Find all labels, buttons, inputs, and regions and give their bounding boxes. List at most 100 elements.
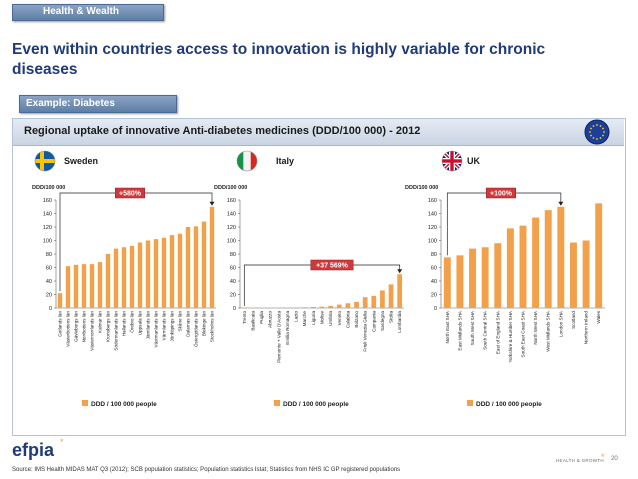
x-tick-label: East Midlands SHA bbox=[457, 310, 462, 351]
efpia-logo-text: efpia bbox=[12, 440, 55, 460]
x-tick-label: South Central SHA bbox=[483, 310, 488, 350]
x-tick-label: Skåne län bbox=[177, 311, 183, 332]
bar bbox=[595, 203, 603, 308]
annotation-arrowhead bbox=[209, 201, 215, 206]
annotation-bracket bbox=[243, 264, 401, 306]
x-tick-label: Piemonte + Valle D'Aosta bbox=[276, 311, 281, 363]
bar bbox=[319, 306, 325, 308]
x-tick-label: Sicilia bbox=[389, 311, 394, 323]
y-tick-label: 80 bbox=[230, 252, 236, 258]
x-tick-label: Trento bbox=[242, 311, 247, 325]
y-tick-label: 120 bbox=[43, 225, 52, 231]
x-tick-label: Puglia bbox=[259, 311, 264, 324]
bar bbox=[481, 247, 489, 308]
x-tick-label: North West SHA bbox=[533, 310, 538, 345]
x-tick-label: Umbria bbox=[328, 311, 333, 326]
x-tick-label: Bolzano bbox=[354, 311, 359, 328]
annotation-label: +580% bbox=[119, 191, 142, 198]
country-label-uk: UK bbox=[467, 156, 480, 166]
bar bbox=[65, 266, 71, 308]
bar bbox=[371, 295, 377, 308]
bar bbox=[137, 242, 143, 308]
legend-label: DDD / 100 000 people bbox=[91, 401, 157, 408]
x-tick-label: West Midlands SHA bbox=[546, 310, 551, 352]
x-tick-label: Uppsala län bbox=[138, 311, 143, 336]
panel-header bbox=[13, 119, 624, 146]
x-tick-label: Scotland bbox=[571, 311, 576, 329]
x-tick-label: Gotlands län bbox=[58, 311, 63, 337]
bar bbox=[328, 305, 334, 308]
bar bbox=[161, 237, 167, 308]
bar bbox=[582, 240, 590, 308]
x-tick-label: Marche bbox=[302, 311, 307, 327]
annotation-arrowhead bbox=[397, 269, 403, 274]
x-tick-label: Södermanlands län bbox=[114, 311, 119, 351]
y-axis-label: DDD/100 000 bbox=[214, 185, 247, 191]
x-tick-label: Lombardia bbox=[397, 311, 402, 333]
bar bbox=[569, 242, 577, 308]
x-tick-label: Basilicata bbox=[250, 311, 255, 331]
bar bbox=[456, 255, 464, 308]
annotation-label: +100% bbox=[490, 191, 513, 198]
section-tag-label: Health & Wealth bbox=[43, 6, 119, 17]
x-tick-label: Wales bbox=[596, 310, 601, 323]
bar bbox=[362, 297, 368, 308]
bar bbox=[532, 217, 540, 308]
bar bbox=[397, 274, 403, 308]
bar bbox=[121, 247, 127, 308]
x-tick-label: Molise bbox=[320, 311, 325, 325]
chart-italy: DDD/100 000 0 20 40 60 80 100 120 140 160 Trento Ba… bbox=[214, 185, 404, 408]
y-tick-label: 160 bbox=[428, 198, 437, 204]
x-tick-label: Östergötlands län bbox=[193, 311, 199, 347]
x-tick-label: Friuli Venezia Giulia bbox=[363, 311, 368, 352]
bar bbox=[209, 206, 215, 308]
bar bbox=[113, 248, 119, 308]
footer-tagline: HEALTH & GROWTH bbox=[556, 458, 604, 463]
y-tick-label: 140 bbox=[428, 212, 437, 218]
bar bbox=[557, 206, 565, 308]
example-tag-label: Example: Diabetes bbox=[26, 98, 115, 109]
y-tick-label: 60 bbox=[431, 266, 437, 272]
page-number: 20 bbox=[611, 456, 618, 462]
x-tick-label: North East SHA bbox=[445, 310, 450, 343]
x-tick-label: Västerbottens län bbox=[66, 311, 71, 347]
footer-star-icon: * bbox=[601, 452, 605, 462]
y-tick-label: 20 bbox=[230, 293, 236, 299]
x-tick-label: Stockholms län bbox=[210, 311, 215, 343]
bar bbox=[89, 264, 95, 308]
bar bbox=[380, 290, 385, 308]
y-tick-label: 20 bbox=[431, 293, 437, 299]
page-title: Even within countries access to innovati… bbox=[12, 41, 546, 78]
y-tick-label: 100 bbox=[227, 239, 236, 245]
efpia-logo: efpia * bbox=[12, 437, 64, 460]
x-tick-label: Dalarnas län bbox=[186, 311, 191, 337]
annotation-arrowhead bbox=[558, 201, 564, 206]
y-tick-label: 40 bbox=[431, 279, 437, 285]
bar bbox=[293, 307, 299, 308]
bar bbox=[73, 264, 79, 308]
bar bbox=[185, 227, 191, 308]
x-tick-label: Västmanlands län bbox=[154, 311, 159, 348]
bar bbox=[177, 233, 183, 308]
bar bbox=[57, 293, 63, 308]
y-tick-label: 40 bbox=[230, 279, 236, 285]
y-tick-label: 60 bbox=[46, 266, 52, 272]
bar bbox=[105, 254, 111, 308]
bar bbox=[97, 262, 103, 308]
x-tick-label: East of England SHA bbox=[495, 310, 500, 354]
x-tick-label: Värmlands län bbox=[162, 311, 167, 341]
chart-uk: DDD/100 000 0 20 40 60 80 100 120 140 160 North Ea… bbox=[405, 185, 605, 408]
annotation-box bbox=[310, 259, 354, 271]
x-tick-label: Kronobergs län bbox=[106, 311, 111, 343]
y-tick-label: 140 bbox=[43, 212, 52, 218]
bar bbox=[354, 301, 359, 308]
x-tick-label: Sardegna bbox=[380, 311, 385, 331]
annotation-label: +37 569% bbox=[316, 263, 348, 270]
bar bbox=[469, 248, 477, 308]
bar bbox=[310, 306, 316, 308]
y-tick-label: 80 bbox=[46, 252, 52, 258]
x-tick-label: Abruzzo bbox=[268, 311, 273, 328]
country-label-italy: Italy bbox=[276, 156, 295, 166]
annotation-box bbox=[115, 187, 145, 199]
legend-swatch bbox=[274, 400, 280, 406]
